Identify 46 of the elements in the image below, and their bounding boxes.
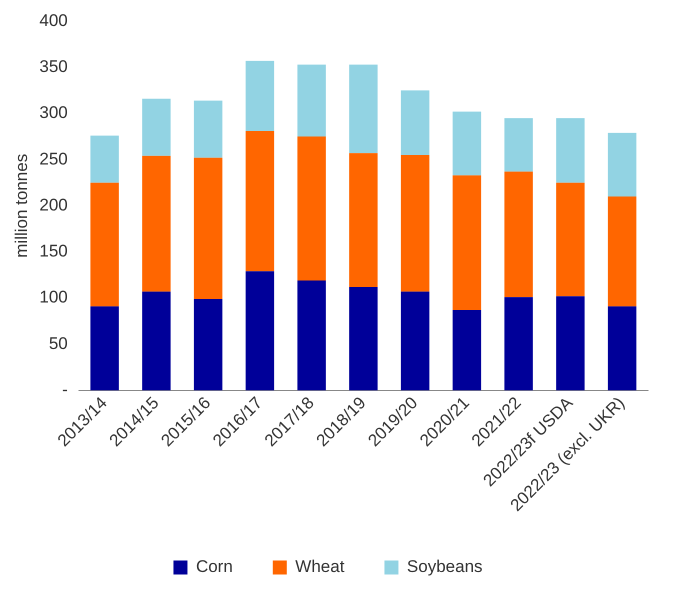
bar [349,286,378,390]
legend-label: Soybeans [406,557,483,576]
bar [142,98,171,156]
bar [246,271,274,390]
y-tick-label: 300 [39,103,68,122]
bar [608,132,636,197]
bar [142,292,171,390]
bar [504,172,533,298]
legend-label: Wheat [295,557,345,576]
bar [400,292,430,390]
bar [504,297,533,390]
y-tick-label: 350 [39,57,68,76]
bar [194,100,222,158]
bar [608,306,636,390]
bar [297,64,326,137]
bar [504,118,533,172]
bar [297,280,326,390]
bar [452,112,482,176]
y-tick-label: 250 [39,149,68,168]
bar [194,298,222,390]
y-axis-title: million tonnes [12,154,31,258]
bar [400,90,430,156]
bar [90,136,119,183]
bar [556,296,585,390]
bar [400,155,430,292]
y-tick-label: 100 [39,288,68,307]
bar [297,136,326,281]
bar [142,156,171,292]
bar [349,153,378,287]
bar [349,64,378,154]
y-tick-label: 150 [39,242,68,261]
y-tick-label: 50 [48,334,68,353]
y-tick-label: 400 [39,10,68,30]
bar [608,196,636,306]
bar [556,118,585,183]
bar [90,306,119,390]
bar [194,158,222,299]
y-tick-label: - [62,380,68,400]
legend-label: Corn [196,557,233,576]
y-tick-label: 200 [39,195,68,214]
bar [452,310,482,390]
bar [246,60,274,132]
bar [90,182,119,306]
bar [452,175,482,310]
bar [246,131,274,272]
bar [556,182,585,296]
